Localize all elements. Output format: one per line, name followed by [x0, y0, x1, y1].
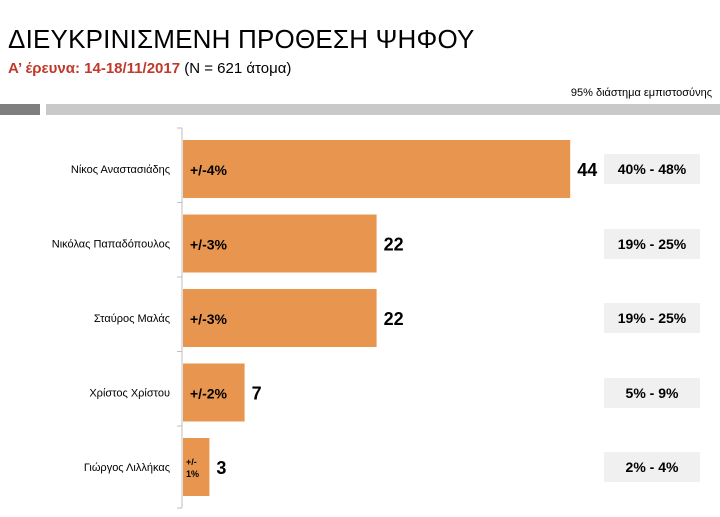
- margin-label: +/-3%: [190, 311, 228, 327]
- bar: [183, 289, 377, 347]
- confidence-interval-box: 2% - 4%: [604, 452, 700, 482]
- margin-label: +/-2%: [190, 386, 228, 402]
- confidence-interval-box: 40% - 48%: [604, 154, 700, 184]
- bar: [183, 140, 571, 198]
- page-title: ΔΙΕΥΚΡΙΝΙΣΜΕΝΗ ΠΡΟΘΕΣΗ ΨΗΦΟΥ: [8, 24, 475, 54]
- category-label: Χρίστος Χρίστου: [89, 388, 170, 400]
- header-rule-dark: [0, 104, 40, 115]
- header-rule-light: [46, 104, 720, 115]
- category-label: Νικόλας Παπαδόπουλος: [52, 239, 170, 251]
- sample-size: (Ν = 621 άτομα): [180, 60, 292, 77]
- bar: [183, 214, 377, 273]
- value-label: 7: [252, 384, 262, 404]
- bar: [183, 363, 245, 422]
- confidence-interval-box: 5% - 9%: [604, 377, 700, 408]
- confidence-interval-box: 19% - 25%: [604, 228, 700, 259]
- value-label: 22: [384, 309, 404, 329]
- bar: [183, 438, 210, 496]
- category-label: Νίκος Αναστασιάδης: [71, 164, 170, 176]
- vote-intention-chart: Νίκος Αναστασιάδης +/-4% 44 Νικόλας Παπαδόπ…: [52, 127, 597, 509]
- margin-label: +/-4%: [190, 162, 228, 178]
- margin-label: +/-: [186, 457, 197, 467]
- value-label: 22: [384, 235, 404, 255]
- confidence-interval-box: 19% - 25%: [604, 303, 700, 333]
- survey-subtitle: Α’ έρευνα: 14-18/11/2017 (Ν = 621 άτομα): [8, 60, 291, 77]
- margin-label: +/-3%: [190, 237, 228, 253]
- category-label: Σταύρος Μαλάς: [94, 313, 170, 325]
- confidence-interval-note: 95% διάστημα εμπιστοσύνης: [570, 87, 712, 99]
- value-label: 44: [577, 160, 597, 180]
- survey-date: Α’ έρευνα: 14-18/11/2017: [8, 60, 181, 77]
- margin-label: 1%: [186, 469, 199, 479]
- category-label: Γιώργος Λιλλήκας: [84, 462, 170, 474]
- value-label: 3: [216, 458, 226, 478]
